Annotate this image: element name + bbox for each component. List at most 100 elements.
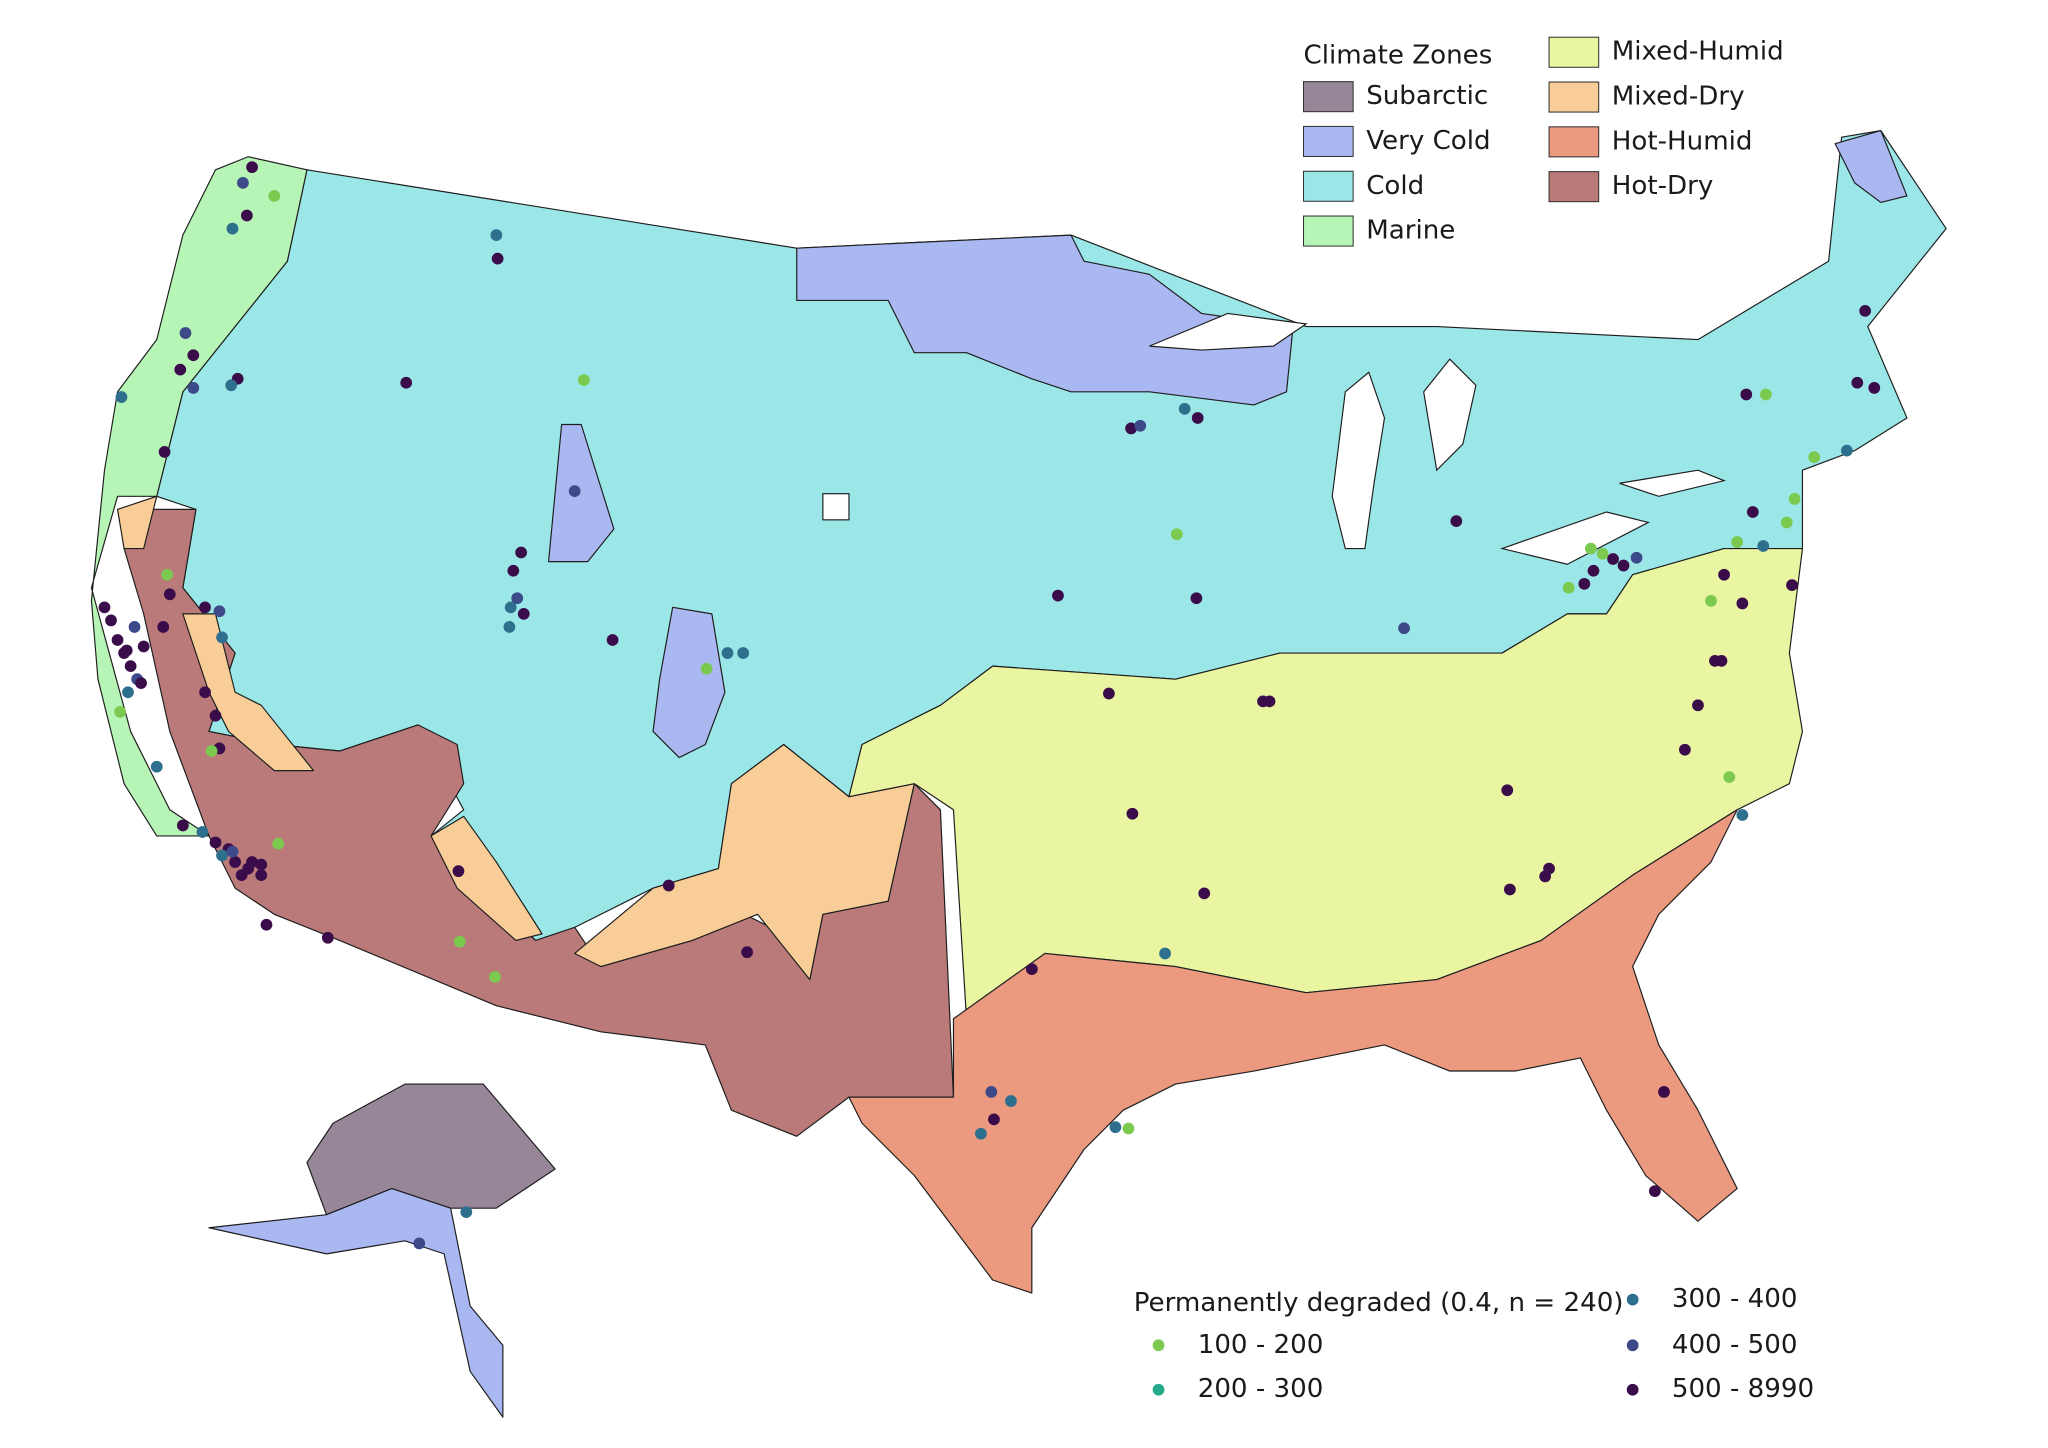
legend-label: Hot-Humid [1612,126,1753,156]
site-marker [1630,551,1643,564]
lake [1149,312,1308,351]
lake [1499,511,1650,565]
site-marker [1134,419,1147,432]
site-marker [1759,388,1772,401]
map-layer: Climate Zones Subarctic Very Cold Cold Mari… [90,36,1947,1418]
site-marker [114,705,127,718]
site-marker [1607,553,1619,565]
site-marker [196,826,209,838]
site-marker [511,592,524,605]
lake [1331,371,1386,550]
site-marker [268,190,281,202]
lake [822,493,850,521]
site-marker [150,760,163,773]
zone-very-cold [796,234,1294,406]
site-marker [1578,577,1591,590]
legend-label: 100 - 200 [1198,1330,1324,1360]
site-marker [199,601,211,614]
site-marker [1788,493,1801,505]
site-marker [490,229,503,241]
site-marker [507,564,520,577]
site-marker [1648,1185,1661,1198]
site-marker [700,662,713,675]
zone-subarctic [306,1083,556,1216]
site-marker [246,161,258,174]
legend: Subarctic Very Cold Cold Marine Mixed-Humid M… [1302,36,1784,247]
site-marker [1122,1122,1135,1135]
zone-very-cold [208,1187,504,1418]
site-marker [741,946,753,959]
site-marker [161,568,174,581]
legend-label: Cold [1366,171,1424,201]
site-marker [517,607,530,620]
site-marker [504,601,517,614]
site-marker [105,614,117,627]
site-marker [1126,807,1139,820]
legend-label: Hot-Dry [1612,171,1714,201]
site-marker [1178,402,1191,415]
site-marker [1736,809,1749,821]
site-marker [1780,516,1793,529]
site-marker [1584,542,1597,555]
legend-marker [1626,1383,1639,1396]
site-marker [662,879,675,892]
legend-swatch [1302,215,1354,247]
site-marker [255,858,268,871]
site-marker [246,856,258,868]
site-marker [226,222,239,235]
site-marker [460,1206,473,1218]
site-marker [1658,1086,1670,1098]
site-marker [157,621,170,633]
site-marker [225,379,238,392]
legend-marker [1626,1293,1639,1306]
legend-swatch [1548,81,1600,113]
site-marker [606,634,619,646]
legend-label: 300 - 400 [1672,1284,1798,1314]
site-marker [1103,687,1115,700]
site-marker [122,686,134,699]
site-marker [1198,887,1211,900]
legend-marker [1152,1339,1165,1352]
site-marker [209,836,222,849]
site-marker [1125,422,1137,435]
zone-mixed-dry [116,495,158,550]
site-marker [229,856,241,868]
site-marker [452,865,465,878]
site-marker [321,931,334,944]
site-marker [489,971,501,983]
legend-label: 400 - 500 [1672,1330,1798,1360]
site-marker [255,869,268,881]
zone-hot-humid [848,809,1738,1294]
site-marker [179,327,192,339]
site-marker [1740,388,1753,401]
site-marker [1859,304,1872,317]
site-marker [491,252,504,265]
legend-swatch [1302,125,1354,157]
legend-marker [1152,1383,1165,1396]
site-marker [1501,784,1514,797]
site-marker [975,1127,987,1140]
site-marker [1503,883,1516,896]
site-marker [1191,412,1204,424]
site-marker [187,382,200,394]
site-marker [515,546,528,559]
site-marker [1263,695,1276,708]
site-marker [1109,1121,1122,1134]
site-marker [988,1113,1000,1126]
lake [1423,358,1477,472]
site-marker [1539,870,1552,883]
site-marker [737,647,750,659]
site-marker [1052,589,1064,602]
site-marker [174,363,187,376]
site-marker [1170,528,1183,541]
site-marker [128,621,141,633]
site-marker [1617,559,1630,572]
site-marker [260,918,273,931]
site-marker [1736,597,1749,610]
legend-label: Mixed-Dry [1612,82,1745,112]
site-marker [272,837,285,850]
legend-label: 200 - 300 [1198,1374,1324,1404]
legend-marker [1626,1339,1639,1352]
site-marker [1808,451,1821,464]
site-marker [216,631,228,644]
